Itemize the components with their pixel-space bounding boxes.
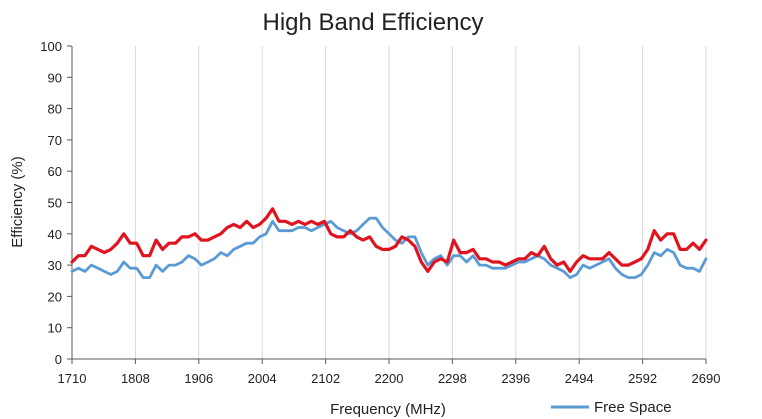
y-tick-label: 40 bbox=[48, 227, 62, 242]
y-tick-label: 80 bbox=[48, 102, 62, 117]
y-tick-label: 20 bbox=[48, 289, 62, 304]
grid-lines bbox=[134, 46, 707, 359]
x-tick-labels: 1710 1808 1906 2004 2102 2200 2298 2396 2494 2592… bbox=[58, 371, 721, 386]
y-tick-label: 10 bbox=[48, 321, 62, 336]
series-line-free-space bbox=[70, 216, 708, 279]
y-tick-label: 100 bbox=[40, 39, 62, 54]
series-line-red bbox=[70, 207, 708, 273]
legend: Free Space bbox=[551, 399, 672, 416]
y-axis-label: Efficiency (%) bbox=[9, 156, 26, 247]
y-tick-label: 60 bbox=[48, 164, 62, 179]
x-tick-label: 1808 bbox=[121, 371, 150, 386]
y-tick-label: 70 bbox=[48, 133, 62, 148]
x-tick-label: 2592 bbox=[628, 371, 657, 386]
y-tick-label: 90 bbox=[48, 70, 62, 85]
y-tick-labels: 0 10 20 30 40 50 60 70 80 90 100 bbox=[40, 39, 62, 367]
series-layer bbox=[70, 207, 708, 279]
y-tick-label: 50 bbox=[48, 196, 62, 211]
x-tick-label: 2396 bbox=[501, 371, 530, 386]
x-tick-label: 2494 bbox=[565, 371, 594, 386]
chart-title: High Band Efficiency bbox=[262, 9, 483, 36]
axes bbox=[67, 45, 707, 364]
x-tick-label: 2004 bbox=[248, 371, 277, 386]
legend-label-free-space: Free Space bbox=[594, 399, 672, 416]
x-tick-label: 2200 bbox=[375, 371, 404, 386]
x-tick-label: 2298 bbox=[438, 371, 467, 386]
x-tick-label: 2690 bbox=[692, 371, 721, 386]
x-tick-label: 2102 bbox=[311, 371, 340, 386]
x-axis-label: Frequency (MHz) bbox=[330, 401, 446, 418]
x-tick-label: 1710 bbox=[58, 371, 87, 386]
x-tick-label: 1906 bbox=[184, 371, 213, 386]
y-tick-label: 30 bbox=[48, 258, 62, 273]
y-tick-label: 0 bbox=[55, 352, 62, 367]
